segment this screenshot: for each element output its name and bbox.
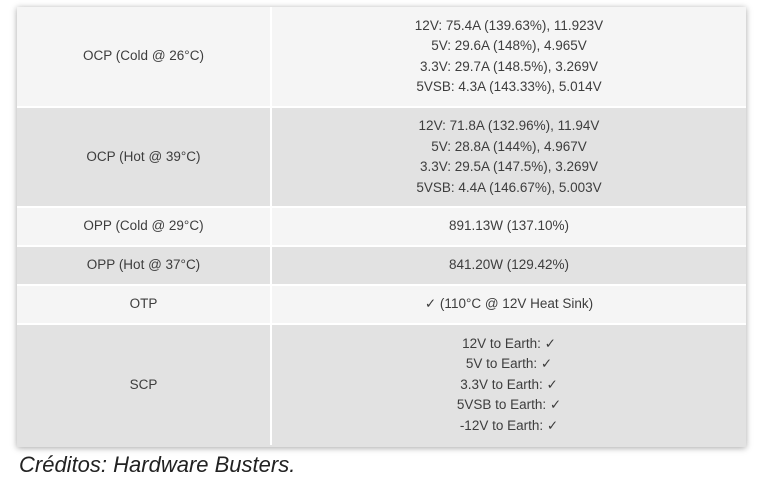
row-label: SCP bbox=[17, 324, 272, 445]
image-credit-caption: Créditos: Hardware Busters. bbox=[19, 452, 296, 477]
row-label: OCP (Hot @ 39°C) bbox=[17, 107, 272, 208]
value-line: 5V: 29.6A (148%), 4.965V bbox=[431, 38, 587, 53]
table-row: OCP (Cold @ 26°C) 12V: 75.4A (139.63%), … bbox=[17, 7, 746, 108]
value-line: 12V: 71.8A (132.96%), 11.94V bbox=[418, 118, 600, 133]
row-value-cell: 12V: 71.8A (132.96%), 11.94V 5V: 28.8A (… bbox=[271, 107, 746, 208]
row-value-cell: 12V to Earth: ✓ 5V to Earth: ✓ 3.3V to E… bbox=[271, 324, 746, 445]
table-row: OPP (Hot @ 37°C) 841.20W (129.42%) bbox=[17, 246, 746, 286]
protections-table-container: OCP (Cold @ 26°C) 12V: 75.4A (139.63%), … bbox=[17, 7, 746, 447]
row-value-cell: ✓ (110°C @ 12V Heat Sink) bbox=[271, 285, 746, 325]
row-label: OCP (Cold @ 26°C) bbox=[17, 7, 272, 108]
table-row: SCP 12V to Earth: ✓ 5V to Earth: ✓ 3.3V … bbox=[17, 324, 746, 445]
value-line: 841.20W (129.42%) bbox=[448, 257, 570, 273]
value-line: 5V: 28.8A (144%), 4.967V bbox=[431, 138, 587, 154]
value-line: 891.13W (137.10%) bbox=[448, 218, 570, 234]
row-value-cell: 12V: 75.4A (139.63%), 11.923V 5V: 29.6A … bbox=[271, 7, 746, 108]
value-line: 5VSB: 4.4A (146.67%), 5.003V bbox=[416, 179, 602, 195]
value-line: 3.3V to Earth: ✓ bbox=[460, 376, 558, 392]
value-line: 5V to Earth: ✓ bbox=[465, 356, 553, 372]
row-value-cell: 841.20W (129.42%) bbox=[271, 246, 746, 286]
value-line: 12V to Earth: ✓ bbox=[462, 335, 556, 351]
row-value-cell: 891.13W (137.10%) bbox=[271, 207, 746, 247]
row-label: OPP (Cold @ 29°C) bbox=[17, 207, 272, 247]
value-line: -12V to Earth: ✓ bbox=[459, 417, 559, 433]
table-row: OPP (Cold @ 29°C) 891.13W (137.10%) bbox=[17, 207, 746, 247]
value-line: ✓ (110°C @ 12V Heat Sink) bbox=[424, 296, 594, 312]
value-line: 3.3V: 29.7A (148.5%), 3.269V bbox=[419, 58, 599, 74]
table-row: OCP (Hot @ 39°C) 12V: 71.8A (132.96%), 1… bbox=[17, 107, 746, 208]
table-row: OTP ✓ (110°C @ 12V Heat Sink) bbox=[17, 285, 746, 325]
row-label: OTP bbox=[17, 285, 272, 325]
value-line: 5VSB to Earth: ✓ bbox=[456, 397, 562, 413]
value-line: 3.3V: 29.5A (147.5%), 3.269V bbox=[419, 159, 599, 174]
row-label: OPP (Hot @ 37°C) bbox=[17, 246, 272, 286]
value-line: 5VSB: 4.3A (143.33%), 5.014V bbox=[416, 79, 602, 94]
protections-table: OCP (Cold @ 26°C) 12V: 75.4A (139.63%), … bbox=[17, 7, 746, 445]
value-line: 12V: 75.4A (139.63%), 11.923V bbox=[414, 17, 604, 33]
